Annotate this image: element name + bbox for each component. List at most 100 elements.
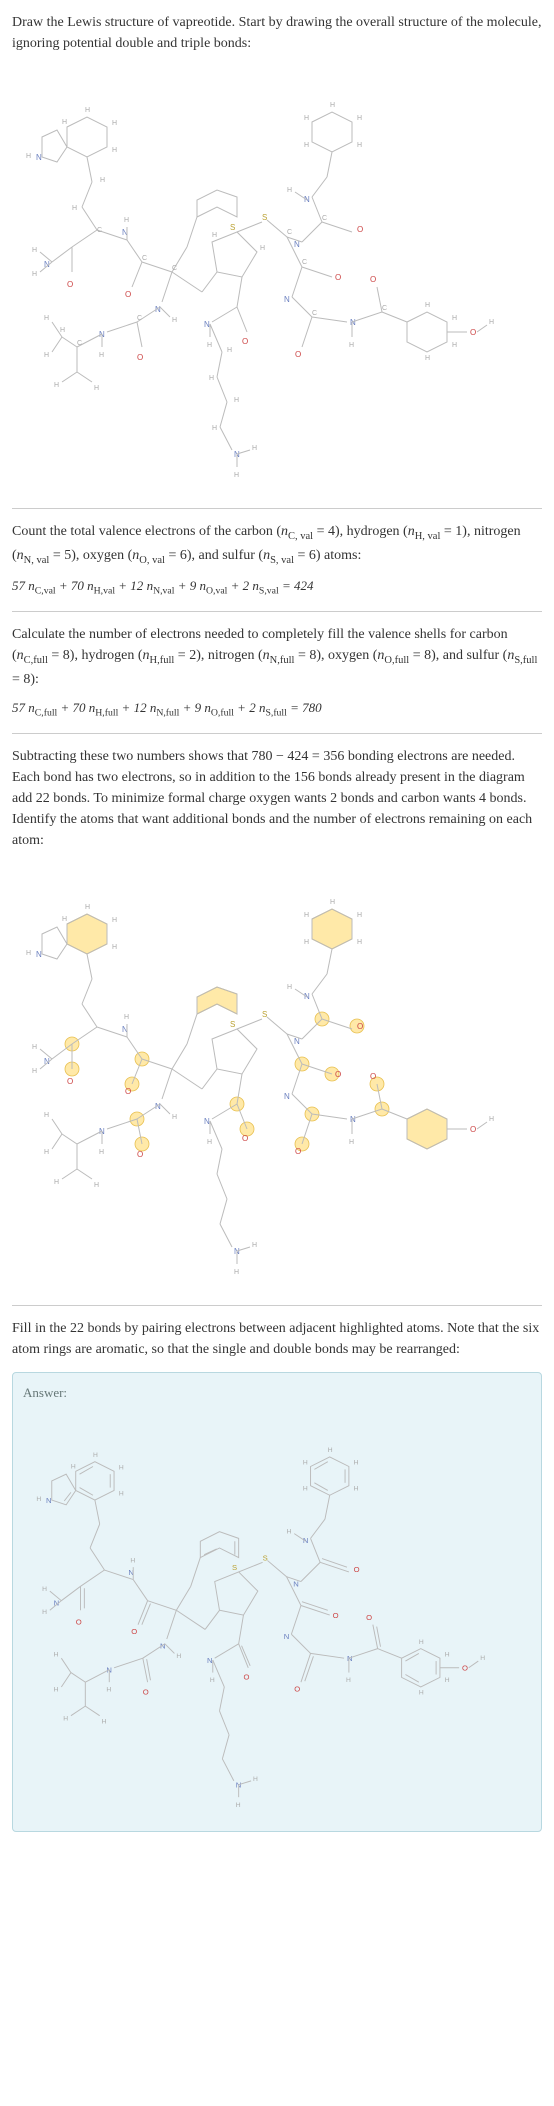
svg-text:N: N	[350, 1115, 356, 1124]
svg-text:O: O	[354, 1565, 360, 1574]
svg-text:H: H	[106, 1686, 111, 1693]
svg-text:H: H	[112, 120, 117, 127]
svg-text:S: S	[232, 1563, 237, 1572]
svg-text:O: O	[295, 350, 301, 359]
divider-1	[12, 508, 542, 509]
svg-text:H: H	[44, 352, 49, 359]
svg-text:O: O	[366, 1612, 372, 1621]
small-ring-highlight	[197, 987, 237, 1014]
svg-text:O: O	[137, 1150, 143, 1159]
answer-label: Answer:	[23, 1383, 531, 1403]
svg-text:H: H	[124, 1014, 129, 1021]
svg-text:H: H	[489, 1116, 494, 1123]
small-ring	[197, 190, 237, 217]
svg-text:H: H	[330, 899, 335, 906]
svg-text:H: H	[63, 1715, 68, 1722]
svg-text:H: H	[172, 317, 177, 324]
svg-text:N: N	[284, 1632, 290, 1641]
svg-text:O: O	[470, 328, 476, 337]
svg-text:O: O	[67, 1077, 73, 1086]
svg-text:H: H	[349, 342, 354, 349]
svg-text:H: H	[62, 916, 67, 923]
svg-text:H: H	[234, 397, 239, 404]
svg-text:H: H	[119, 1490, 124, 1497]
svg-text:H: H	[349, 1139, 354, 1146]
fill-text-f: = 8):	[12, 672, 39, 687]
svg-text:O: O	[462, 1663, 468, 1672]
svg-text:H: H	[32, 1044, 37, 1051]
svg-text:H: H	[124, 217, 129, 224]
svg-text:C: C	[302, 259, 307, 266]
bonds-paragraph: Subtracting these two numbers shows that…	[12, 746, 542, 851]
svg-text:S: S	[230, 223, 235, 232]
svg-text:H: H	[54, 1179, 59, 1186]
svg-text:H: H	[26, 950, 31, 957]
svg-text:N: N	[284, 295, 290, 304]
svg-text:C: C	[137, 315, 142, 322]
intro-paragraph: Draw the Lewis structure of vapreotide. …	[12, 12, 542, 54]
svg-text:H: H	[287, 1528, 292, 1535]
svg-text:H: H	[303, 1459, 308, 1466]
svg-text:H: H	[452, 342, 457, 349]
svg-text:H: H	[304, 115, 309, 122]
svg-text:O: O	[143, 1687, 149, 1696]
svg-text:S: S	[230, 1020, 235, 1029]
count-text-f: = 6) atoms:	[294, 548, 361, 563]
svg-text:H: H	[32, 247, 37, 254]
svg-text:H: H	[54, 382, 59, 389]
svg-text:O: O	[242, 337, 248, 346]
count-text-e: = 6), and sulfur (	[165, 548, 263, 563]
svg-text:H: H	[210, 1677, 215, 1684]
svg-text:H: H	[102, 1718, 107, 1725]
svg-text:H: H	[42, 1586, 47, 1593]
fill-text-b: = 8), hydrogen (	[48, 648, 143, 663]
svg-text:O: O	[470, 1125, 476, 1134]
svg-text:H: H	[44, 1112, 49, 1119]
svg-text:H: H	[44, 1149, 49, 1156]
svg-text:N: N	[36, 950, 42, 959]
svg-text:H: H	[287, 984, 292, 991]
svg-text:H: H	[452, 315, 457, 322]
svg-text:H: H	[207, 342, 212, 349]
svg-text:H: H	[60, 327, 65, 334]
count-paragraph: Count the total valence electrons of the…	[12, 521, 542, 568]
svg-text:O: O	[67, 280, 73, 289]
svg-text:H: H	[42, 1609, 47, 1616]
svg-text:H: H	[112, 147, 117, 154]
svg-text:H: H	[489, 319, 494, 326]
svg-text:H: H	[425, 302, 430, 309]
svg-text:H: H	[93, 1452, 98, 1459]
divider-4	[12, 1305, 542, 1306]
svg-text:H: H	[354, 1459, 359, 1466]
molecule-svg-answer: N HH HH H N H H O N H O S S HH HH	[23, 1409, 531, 1821]
svg-text:O: O	[333, 1611, 339, 1620]
svg-text:O: O	[131, 1627, 137, 1636]
svg-text:O: O	[370, 1072, 376, 1081]
svg-text:H: H	[130, 1557, 135, 1564]
svg-text:H: H	[357, 142, 362, 149]
svg-text:H: H	[209, 375, 214, 382]
phenol-final: O H HH HH	[402, 1638, 486, 1696]
svg-text:N: N	[36, 153, 42, 162]
answer-box: Answer: N HH HH H N H H O N H O S	[12, 1372, 542, 1832]
svg-text:H: H	[212, 232, 217, 239]
svg-text:H: H	[304, 142, 309, 149]
count-formula: 57 nC,val + 70 nH,val + 12 nN,val + 9 nO…	[12, 576, 542, 599]
svg-text:N: N	[347, 1654, 353, 1663]
divider-2	[12, 611, 542, 612]
fill-text-d: = 8), oxygen (	[294, 648, 377, 663]
svg-text:O: O	[137, 353, 143, 362]
svg-text:H: H	[94, 385, 99, 392]
svg-text:H: H	[252, 1242, 257, 1249]
svg-text:S: S	[262, 213, 267, 222]
svg-text:H: H	[236, 1801, 241, 1808]
svg-text:H: H	[32, 1068, 37, 1075]
svg-text:H: H	[207, 1139, 212, 1146]
svg-text:C: C	[287, 229, 292, 236]
molecule-figure-singlebonds: N H H H H H HH N H H O N H O S H H S H H…	[12, 62, 542, 492]
fill-paragraph: Calculate the number of electrons needed…	[12, 624, 542, 690]
svg-text:O: O	[357, 225, 363, 234]
divider-3	[12, 733, 542, 734]
svg-text:H: H	[54, 1651, 59, 1658]
svg-text:O: O	[243, 1672, 249, 1681]
